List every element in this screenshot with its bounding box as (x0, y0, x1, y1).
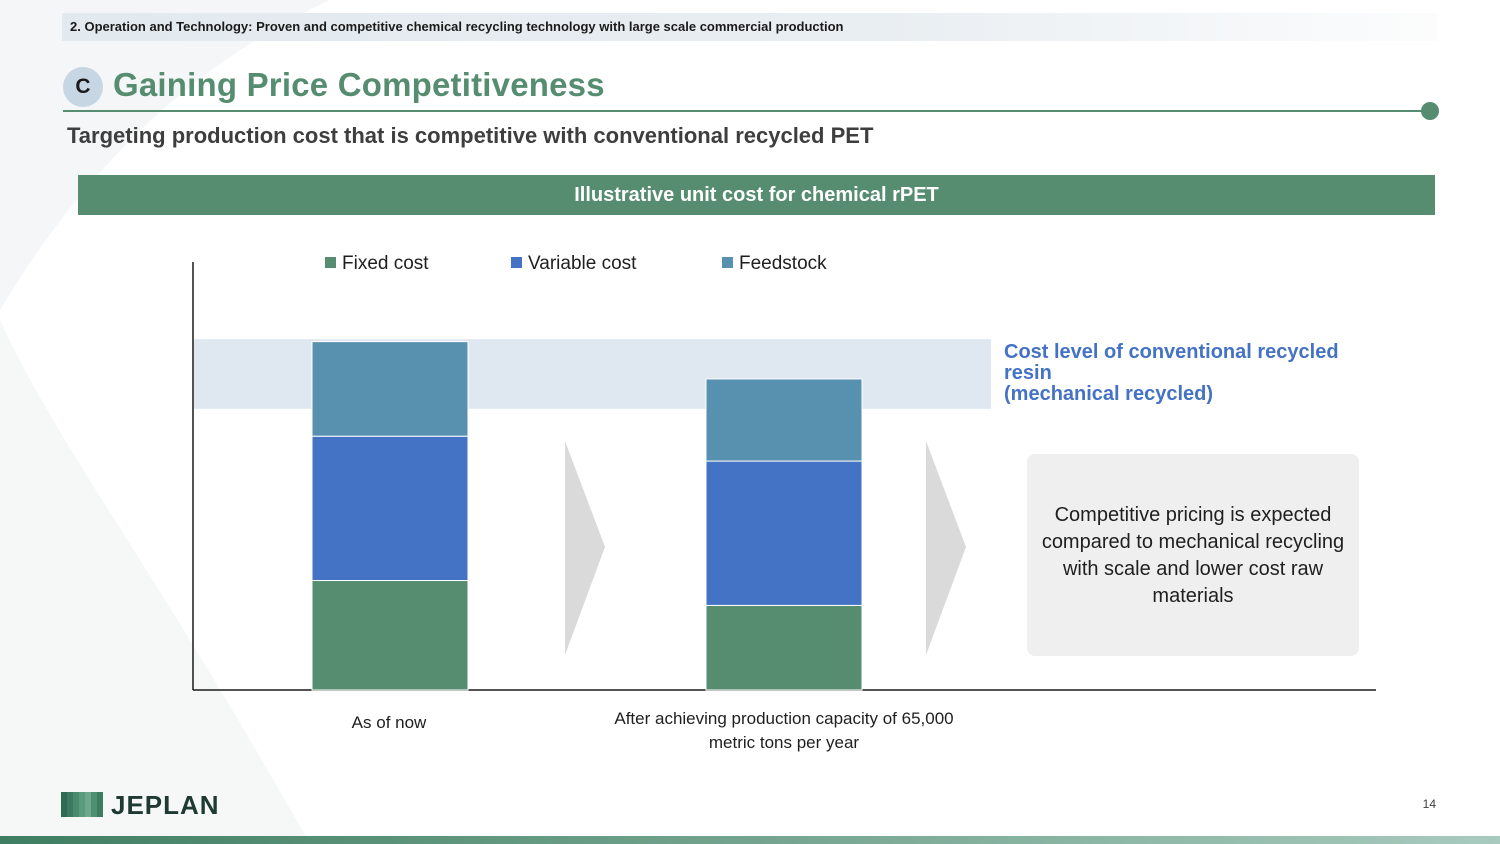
x-tick-label-line: After achieving production capacity of 6… (614, 709, 953, 728)
page-number: 14 (1422, 797, 1436, 811)
legend-label: Variable cost (528, 253, 637, 274)
note-text: Competitive pricing is expected compared… (1041, 504, 1345, 607)
chevron-arrow-icon (926, 441, 966, 655)
bar-2-feedstock (705, 378, 863, 462)
bar-1-feedstock (311, 341, 469, 437)
bar-2-variable-cost (705, 460, 863, 606)
section-header: 2. Operation and Technology: Proven and … (62, 13, 1438, 41)
footer-bar (0, 836, 1500, 844)
legend-label: Fixed cost (342, 253, 429, 274)
x-tick-label: As of now (352, 713, 427, 732)
page-subtitle: Targeting production cost that is compet… (67, 123, 874, 148)
chart-banner: Illustrative unit cost for chemical rPET (78, 175, 1435, 215)
title-rule (63, 110, 1423, 112)
legend-label: Feedstock (739, 253, 827, 274)
jeplan-logo-text: JEPLAN (111, 790, 220, 820)
jeplan-logo-icon (61, 792, 103, 817)
reference-band-label-line: (mechanical recycled) (1004, 383, 1213, 405)
x-tick-label-line: metric tons per year (709, 733, 860, 752)
legend-swatch (325, 257, 336, 268)
section-badge: C (63, 67, 103, 107)
legend-swatch (511, 257, 522, 268)
bar-1-fixed-cost (311, 580, 469, 691)
chevron-arrow-icon (565, 441, 605, 655)
reference-band-label-line: resin (1004, 362, 1052, 384)
section-header-text: 2. Operation and Technology: Proven and … (70, 19, 844, 34)
bar-1-variable-cost (311, 435, 469, 582)
bar-2-fixed-cost (705, 604, 863, 691)
reference-band-label-line: Cost level of conventional recycled (1004, 341, 1339, 363)
note-box (1027, 454, 1359, 656)
title-rule-dot (1421, 102, 1439, 120)
page-title: Gaining Price Competitiveness (113, 66, 605, 103)
legend-swatch (722, 257, 733, 268)
